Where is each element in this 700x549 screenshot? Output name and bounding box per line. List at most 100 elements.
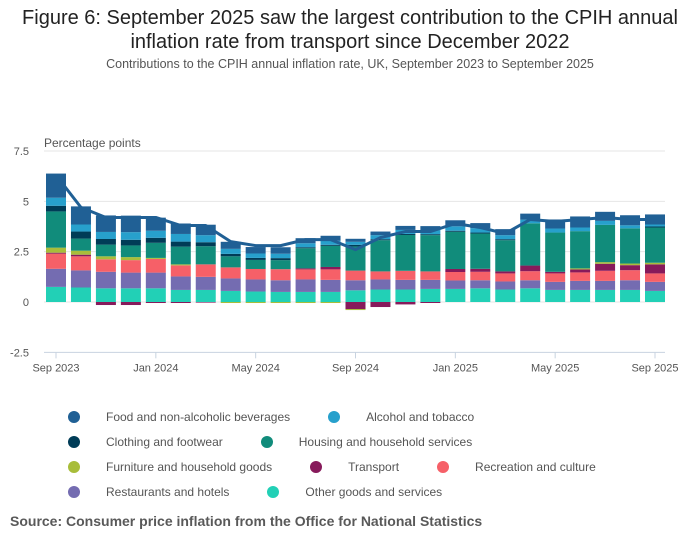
bar-segment[interactable] [370, 231, 391, 236]
bar-segment[interactable] [245, 268, 266, 280]
bar-segment[interactable] [170, 289, 191, 302]
legend-item[interactable]: Furniture and household goods [60, 460, 302, 474]
bar-segment[interactable] [70, 270, 91, 288]
cpih-rate-line[interactable] [54, 174, 655, 252]
bar-segment[interactable] [95, 256, 116, 260]
bar-segment[interactable] [120, 232, 141, 240]
bar-segment[interactable] [445, 230, 466, 232]
bar-segment[interactable] [120, 245, 141, 258]
bar-segment[interactable] [445, 272, 466, 281]
bar-segment[interactable] [620, 289, 641, 302]
bar-segment[interactable] [120, 239, 141, 246]
bar-segment[interactable] [70, 224, 91, 232]
bar-segment[interactable] [46, 205, 66, 212]
bar-segment[interactable] [645, 290, 665, 302]
bar-segment[interactable] [320, 302, 341, 304]
bar-segment[interactable] [170, 264, 191, 266]
bar-segment[interactable] [395, 302, 416, 305]
bar-segment[interactable] [270, 260, 291, 270]
bar-segment[interactable] [270, 302, 291, 304]
bar-group[interactable] [170, 223, 191, 304]
bar-segment[interactable] [520, 288, 541, 302]
bar-segment[interactable] [445, 226, 466, 231]
bar-segment[interactable] [220, 267, 241, 279]
bar-segment[interactable] [395, 270, 416, 280]
bar-segment[interactable] [195, 276, 216, 290]
bar-segment[interactable] [120, 302, 141, 306]
bar-segment[interactable] [570, 231, 591, 269]
bar-segment[interactable] [170, 276, 191, 290]
bar-segment[interactable] [345, 309, 366, 311]
bar-segment[interactable] [95, 271, 116, 289]
bar-segment[interactable] [270, 291, 291, 302]
bar-segment[interactable] [295, 243, 316, 248]
bar-segment[interactable] [470, 233, 491, 269]
bar-segment[interactable] [320, 266, 341, 270]
bar-segment[interactable] [270, 269, 291, 281]
bar-segment[interactable] [295, 248, 316, 269]
bar-segment[interactable] [620, 280, 641, 290]
bar-segment[interactable] [295, 269, 316, 280]
bar-segment[interactable] [545, 228, 566, 233]
bar-segment[interactable] [445, 268, 466, 273]
bar-segment[interactable] [620, 265, 641, 271]
bar-segment[interactable] [470, 280, 491, 289]
bar-segment[interactable] [545, 271, 566, 274]
bar-group[interactable] [420, 226, 441, 304]
bar-segment[interactable] [95, 302, 116, 306]
bar-segment[interactable] [320, 291, 341, 302]
bar-segment[interactable] [195, 289, 216, 302]
bar-segment[interactable] [170, 233, 191, 242]
bar-group[interactable] [295, 238, 316, 304]
bar-segment[interactable] [70, 231, 91, 239]
bar-segment[interactable] [545, 281, 566, 290]
bar-segment[interactable] [370, 302, 391, 308]
bar-segment[interactable] [570, 227, 591, 232]
bar-segment[interactable] [395, 289, 416, 302]
bar-segment[interactable] [345, 270, 366, 281]
bar-segment[interactable] [570, 289, 591, 302]
bar-segment[interactable] [570, 268, 591, 270]
bar-segment[interactable] [170, 246, 191, 265]
bar-segment[interactable] [70, 256, 91, 271]
bar-segment[interactable] [295, 247, 316, 249]
legend-item[interactable]: Food and non-alcoholic beverages [60, 410, 320, 424]
bar-segment[interactable] [120, 257, 141, 261]
bar-segment[interactable] [595, 224, 616, 263]
bar-group[interactable] [570, 216, 591, 302]
bar-segment[interactable] [470, 268, 491, 272]
legend-item[interactable]: Other goods and services [259, 485, 472, 499]
bar-segment[interactable] [420, 234, 441, 236]
bar-segment[interactable] [370, 289, 391, 302]
bar-segment[interactable] [495, 239, 516, 241]
bar-segment[interactable] [220, 253, 241, 257]
bar-group[interactable] [220, 241, 241, 304]
bar-segment[interactable] [370, 279, 391, 290]
bar-group[interactable] [70, 206, 91, 302]
bar-segment[interactable] [445, 288, 466, 302]
bar-segment[interactable] [46, 197, 66, 206]
bar-segment[interactable] [595, 270, 616, 281]
bar-segment[interactable] [645, 273, 665, 282]
bar-segment[interactable] [145, 242, 166, 258]
bar-segment[interactable] [645, 227, 665, 263]
bar-segment[interactable] [370, 271, 391, 280]
bar-segment[interactable] [195, 235, 216, 243]
bar-group[interactable] [270, 247, 291, 304]
bar-segment[interactable] [70, 250, 91, 255]
bar-segment[interactable] [120, 272, 141, 289]
bar-group[interactable] [345, 238, 366, 311]
bar-segment[interactable] [120, 215, 141, 233]
bar-segment[interactable] [145, 288, 166, 302]
bar-group[interactable] [145, 217, 166, 304]
bar-segment[interactable] [520, 265, 541, 272]
bar-segment[interactable] [46, 247, 66, 253]
bar-segment[interactable] [245, 247, 266, 254]
bar-segment[interactable] [270, 247, 291, 254]
bar-segment[interactable] [320, 244, 341, 246]
bar-segment[interactable] [470, 232, 491, 234]
bar-segment[interactable] [46, 286, 66, 302]
bar-segment[interactable] [570, 269, 591, 273]
bar-segment[interactable] [170, 223, 191, 234]
bar-segment[interactable] [595, 262, 616, 264]
